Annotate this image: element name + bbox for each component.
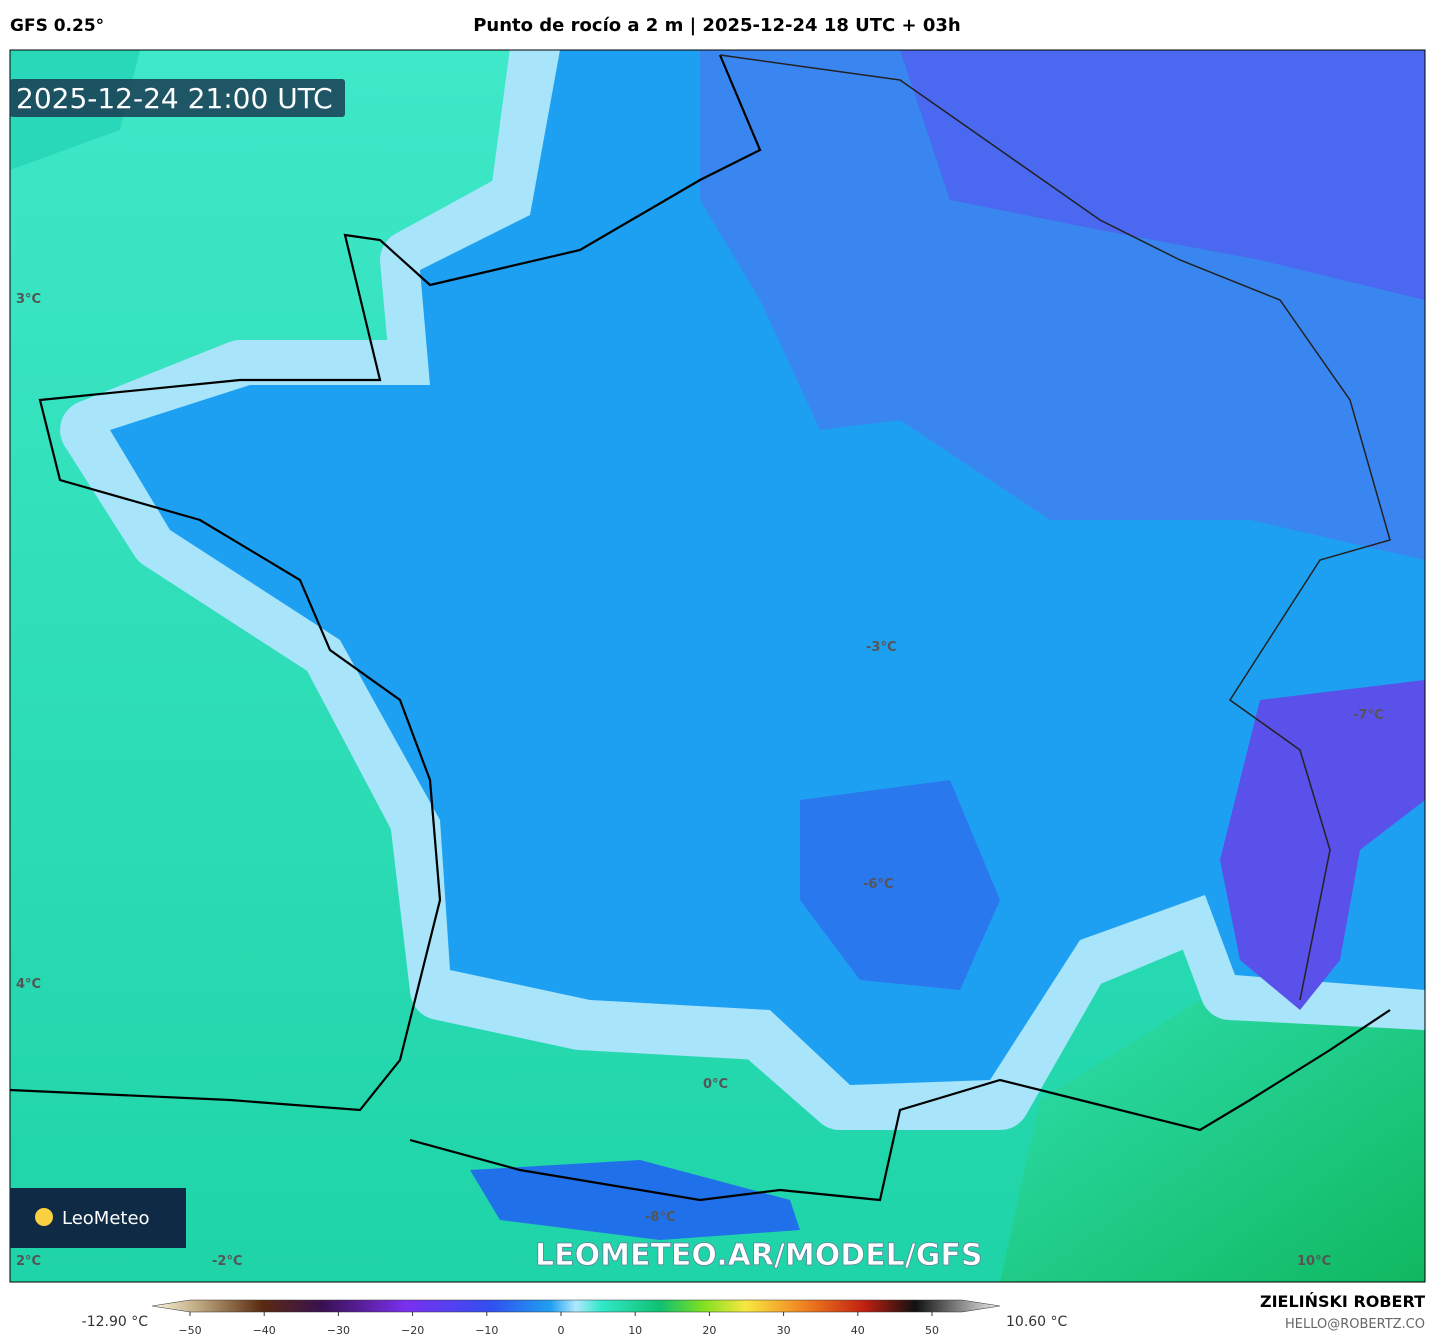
map-title: Punto de rocío a 2 m | 2025-12-24 18 UTC…: [473, 15, 961, 36]
contour-label: 2°C: [16, 1254, 41, 1269]
colorbar: [151, 1299, 1001, 1313]
model-name: GFS 0.25°: [10, 16, 104, 36]
contour-label: 0°C: [703, 1077, 728, 1092]
time-box: [10, 79, 345, 117]
map-frame: [9, 49, 1426, 1283]
massif-zone: [800, 780, 1000, 990]
colorbar-tick-label: −30: [327, 1324, 350, 1337]
coastline: [10, 54, 1391, 1202]
contact: HELLO@ROBERTZ.CO: [1285, 1317, 1425, 1332]
colorbar-max: 10.60 °C: [1006, 1314, 1068, 1330]
colorbar-tick-label: 40: [851, 1324, 865, 1337]
map: LEOMETEO.AR/MODEL/GFS: [10, 50, 1425, 1282]
colorbar-min: -12.90 °C: [82, 1314, 149, 1330]
colorbar-tick-label: −50: [178, 1324, 201, 1337]
coldest-zone: [900, 50, 1425, 300]
colorbar-tick-label: −40: [253, 1324, 276, 1337]
pyrenees-zone: [470, 1160, 800, 1240]
colorbar-tick-label: 10: [628, 1324, 642, 1337]
contour-label: 10°C: [1297, 1254, 1331, 1269]
contour-label: -2°C: [212, 1254, 242, 1269]
contour-label: -8°C: [645, 1210, 675, 1225]
contour-label: -7°C: [1353, 708, 1383, 723]
contour-label: 3°C: [16, 292, 41, 307]
warm-zone: [1000, 990, 1425, 1282]
border: [719, 54, 1391, 1001]
valid-time: 2025-12-24 21:00 UTC: [16, 82, 333, 115]
colorbar-tick-label: 20: [702, 1324, 716, 1337]
author: ZIELIŃSKI ROBERT: [1260, 1292, 1425, 1311]
colorbar-tick-label: 50: [925, 1324, 939, 1337]
watermark: LEOMETEO.AR/MODEL/GFS: [535, 1238, 982, 1273]
contour-label: -6°C: [863, 877, 893, 892]
logo-sun: [35, 1208, 53, 1226]
alps-zone: [1220, 680, 1425, 1010]
colorbar-tick-label: −20: [401, 1324, 424, 1337]
contour-label: -3°C: [866, 640, 896, 655]
colorbar-tick-label: 30: [777, 1324, 791, 1337]
contour-label: 4°C: [16, 977, 41, 992]
colorbar-tick-label: −10: [475, 1324, 498, 1337]
logo: LeoMeteo: [62, 1208, 150, 1229]
colorbar-tick-label: 0: [558, 1324, 565, 1337]
